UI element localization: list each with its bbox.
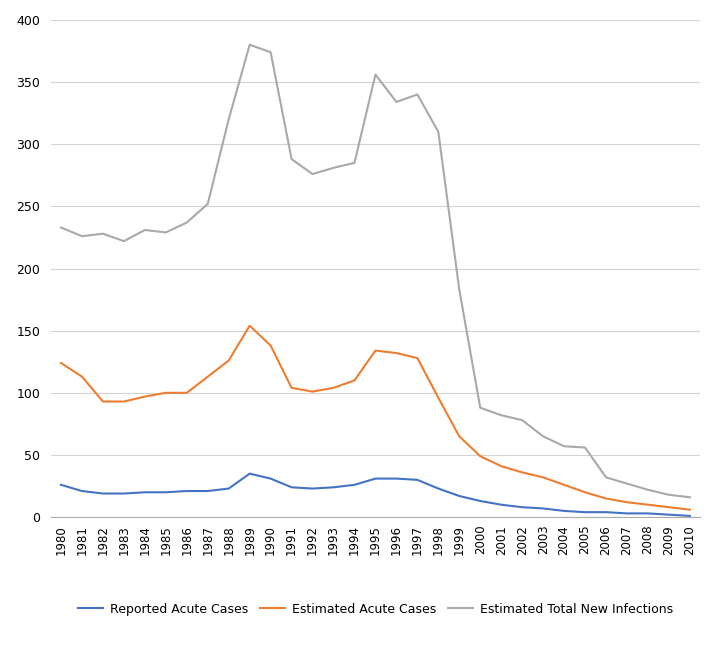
Estimated Total New Infections (685, 493, 694, 501)
Estimated Total New Infections (204, 200, 212, 208)
Estimated Total New Infections (392, 98, 401, 106)
Reported Acute Cases (78, 487, 87, 495)
Reported Acute Cases (225, 485, 233, 493)
Estimated Acute Cases (99, 398, 108, 406)
Reported Acute Cases (392, 475, 401, 483)
Estimated Total New Infections (643, 486, 652, 494)
Estimated Acute Cases (308, 388, 317, 396)
Estimated Total New Infections (434, 128, 443, 136)
Reported Acute Cases (266, 475, 275, 483)
Reported Acute Cases (57, 481, 66, 489)
Reported Acute Cases (560, 507, 568, 515)
Estimated Total New Infections (455, 286, 464, 294)
Estimated Acute Cases (455, 432, 464, 440)
Estimated Acute Cases (497, 462, 505, 470)
Estimated Acute Cases (539, 473, 547, 481)
Estimated Acute Cases (685, 506, 694, 514)
Estimated Acute Cases (287, 384, 296, 392)
Estimated Acute Cases (518, 468, 526, 476)
Estimated Acute Cases (78, 373, 87, 381)
Reported Acute Cases (350, 481, 359, 489)
Estimated Acute Cases (183, 389, 191, 396)
Estimated Total New Infections (99, 229, 108, 237)
Estimated Acute Cases (329, 384, 338, 392)
Estimated Total New Infections (580, 444, 589, 452)
Estimated Acute Cases (162, 389, 170, 396)
Reported Acute Cases (497, 501, 505, 509)
Estimated Total New Infections (371, 70, 380, 78)
Reported Acute Cases (455, 492, 464, 500)
Estimated Acute Cases (664, 503, 673, 511)
Estimated Acute Cases (57, 359, 66, 367)
Estimated Total New Infections (78, 232, 87, 240)
Estimated Total New Infections (287, 155, 296, 163)
Estimated Acute Cases (580, 488, 589, 496)
Reported Acute Cases (476, 497, 484, 505)
Reported Acute Cases (183, 487, 191, 495)
Reported Acute Cases (539, 505, 547, 512)
Reported Acute Cases (204, 487, 212, 495)
Reported Acute Cases (643, 509, 652, 517)
Reported Acute Cases (601, 508, 610, 516)
Reported Acute Cases (120, 489, 129, 497)
Line: Estimated Acute Cases: Estimated Acute Cases (61, 326, 690, 510)
Estimated Acute Cases (350, 377, 359, 385)
Estimated Acute Cases (245, 322, 254, 330)
Estimated Acute Cases (371, 347, 380, 355)
Reported Acute Cases (162, 488, 170, 496)
Estimated Total New Infections (120, 237, 129, 245)
Reported Acute Cases (245, 469, 254, 477)
Estimated Total New Infections (57, 223, 66, 231)
Estimated Total New Infections (350, 159, 359, 167)
Estimated Acute Cases (622, 499, 631, 507)
Reported Acute Cases (413, 476, 422, 484)
Estimated Total New Infections (539, 432, 547, 440)
Estimated Total New Infections (266, 48, 275, 56)
Line: Reported Acute Cases: Reported Acute Cases (61, 473, 690, 516)
Estimated Total New Infections (497, 411, 505, 419)
Legend: Reported Acute Cases, Estimated Acute Cases, Estimated Total New Infections: Reported Acute Cases, Estimated Acute Ca… (73, 598, 678, 621)
Estimated Acute Cases (120, 398, 129, 406)
Estimated Acute Cases (413, 354, 422, 362)
Reported Acute Cases (518, 503, 526, 511)
Reported Acute Cases (622, 509, 631, 517)
Estimated Acute Cases (204, 373, 212, 381)
Reported Acute Cases (308, 485, 317, 493)
Estimated Total New Infections (413, 90, 422, 98)
Estimated Acute Cases (434, 394, 443, 402)
Reported Acute Cases (664, 511, 673, 518)
Estimated Acute Cases (141, 392, 149, 400)
Estimated Total New Infections (162, 229, 170, 237)
Estimated Total New Infections (560, 442, 568, 450)
Reported Acute Cases (99, 489, 108, 497)
Estimated Total New Infections (141, 226, 149, 234)
Estimated Acute Cases (392, 349, 401, 357)
Reported Acute Cases (434, 485, 443, 493)
Line: Estimated Total New Infections: Estimated Total New Infections (61, 45, 690, 497)
Estimated Total New Infections (245, 41, 254, 49)
Reported Acute Cases (371, 475, 380, 483)
Estimated Acute Cases (476, 452, 484, 460)
Reported Acute Cases (580, 508, 589, 516)
Estimated Acute Cases (643, 501, 652, 509)
Reported Acute Cases (329, 483, 338, 491)
Reported Acute Cases (141, 488, 149, 496)
Estimated Acute Cases (225, 357, 233, 365)
Estimated Total New Infections (664, 491, 673, 499)
Estimated Total New Infections (601, 473, 610, 481)
Estimated Acute Cases (266, 341, 275, 349)
Estimated Total New Infections (476, 404, 484, 412)
Estimated Total New Infections (308, 170, 317, 178)
Estimated Total New Infections (518, 416, 526, 424)
Estimated Total New Infections (225, 115, 233, 123)
Reported Acute Cases (685, 512, 694, 520)
Estimated Total New Infections (183, 219, 191, 227)
Estimated Total New Infections (329, 164, 338, 172)
Estimated Acute Cases (601, 495, 610, 503)
Estimated Acute Cases (560, 481, 568, 489)
Estimated Total New Infections (622, 479, 631, 487)
Reported Acute Cases (287, 483, 296, 491)
